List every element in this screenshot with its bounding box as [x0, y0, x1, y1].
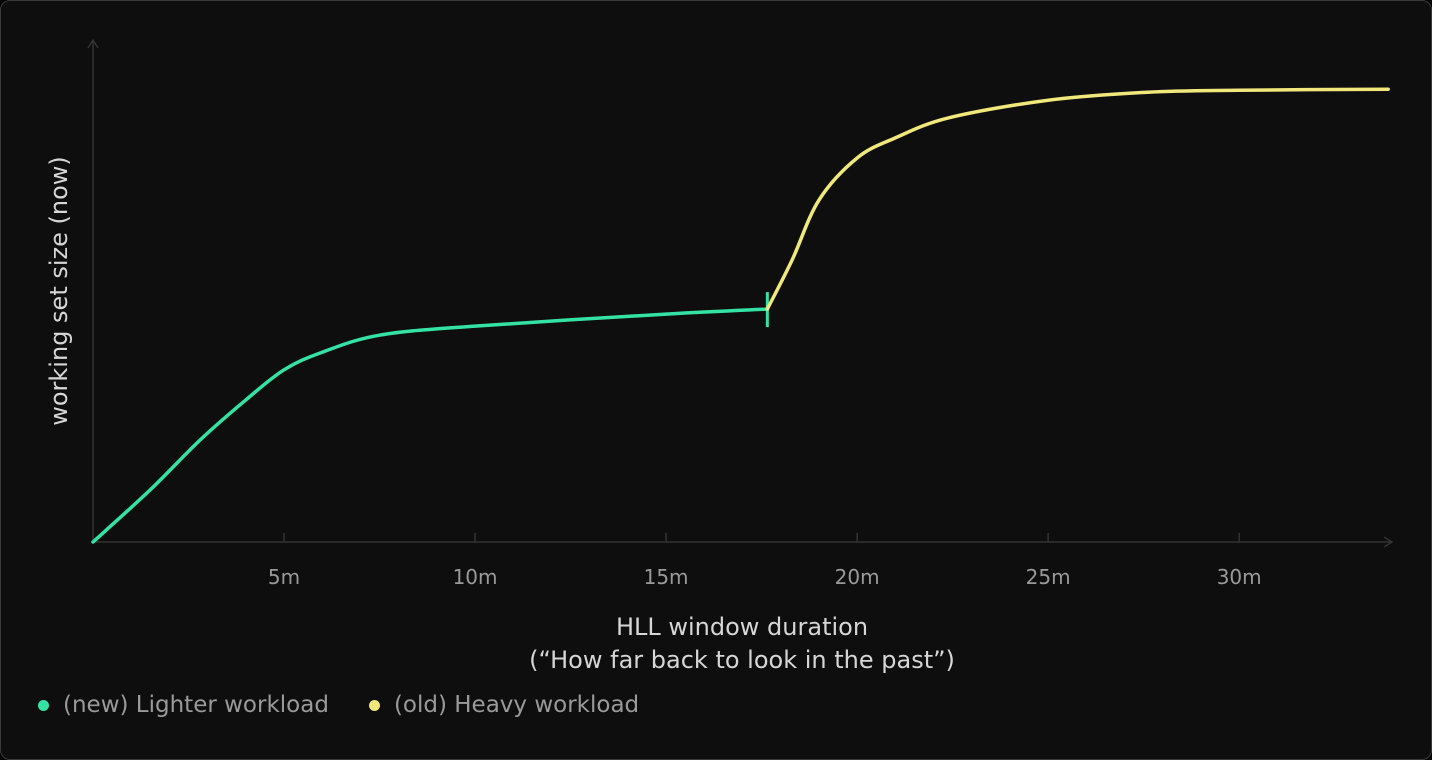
x-tick-label: 20m	[835, 565, 880, 589]
x-axis-title: HLL window duration	[616, 613, 868, 641]
legend-label: (old) Heavy workload	[393, 692, 640, 718]
x-axis-subtitle: (“How far back to look in the past”)	[529, 646, 955, 674]
x-axis-arrow	[1383, 536, 1394, 548]
legend-label: (new) Lighter workload	[63, 692, 329, 718]
y-axis-arrow	[87, 38, 99, 49]
legend: (new) Lighter workload (old) Heavy workl…	[38, 692, 639, 718]
series-line-0	[91, 307, 770, 544]
x-tick-label: 15m	[644, 565, 689, 589]
x-tick-label: 10m	[453, 565, 498, 589]
legend-item-heavy: (old) Heavy workload	[368, 692, 640, 718]
legend-dot-icon	[38, 699, 49, 711]
x-tick-label: 25m	[1026, 565, 1071, 589]
series-line-1	[765, 87, 1390, 311]
x-tick-label: 30m	[1217, 565, 1262, 589]
y-axis-title: working set size (now)	[45, 156, 73, 426]
x-tick-label: 5m	[268, 565, 300, 589]
legend-dot-icon	[368, 699, 380, 711]
legend-item-lighter: (new) Lighter workload	[38, 692, 329, 718]
